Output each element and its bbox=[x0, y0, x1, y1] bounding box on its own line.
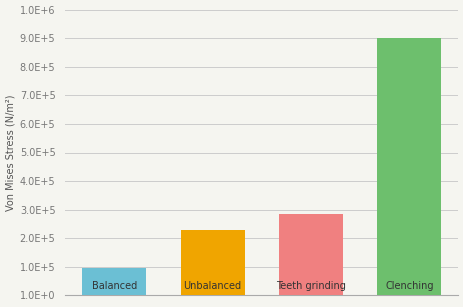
Y-axis label: Von Mises Stress (N/m²): Von Mises Stress (N/m²) bbox=[6, 94, 16, 211]
Bar bbox=[180, 230, 244, 295]
Text: Balanced: Balanced bbox=[92, 281, 137, 291]
Text: Teeth grinding: Teeth grinding bbox=[275, 281, 345, 291]
Bar bbox=[278, 214, 342, 295]
Bar bbox=[82, 268, 146, 295]
Bar bbox=[376, 38, 440, 295]
Text: Unbalanced: Unbalanced bbox=[183, 281, 241, 291]
Text: Clenching: Clenching bbox=[384, 281, 432, 291]
